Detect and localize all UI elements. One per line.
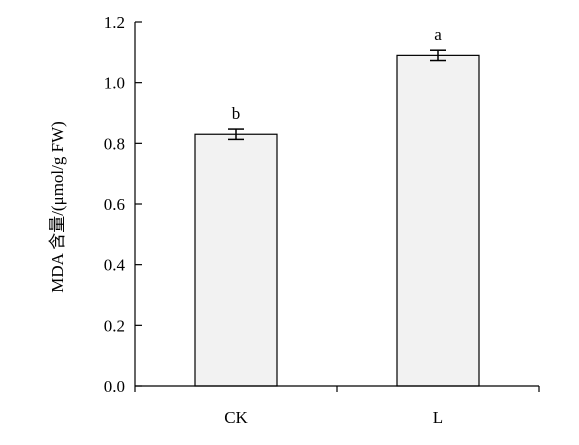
y-tick-label: 0.4	[104, 256, 126, 275]
significance-label-ck: b	[232, 104, 241, 123]
y-tick-label: 0.6	[104, 195, 125, 214]
y-tick-label: 1.0	[104, 74, 125, 93]
y-tick-label: 1.2	[104, 13, 125, 32]
y-tick-label: 0.2	[104, 316, 125, 335]
bar-l	[396, 54, 480, 387]
significance-label-l: a	[434, 25, 442, 44]
bar-ck	[194, 133, 278, 387]
x-category-label: L	[433, 408, 443, 427]
axes-layer: 0.0 0.2 0.4 0.6 0.8 1.0 1.2 CK L	[104, 13, 540, 427]
y-tick-label: 0.0	[104, 377, 125, 396]
y-tick-label: 0.8	[104, 134, 125, 153]
y-axis-title: MDA 含量/(μmol/g FW)	[48, 121, 67, 293]
bars-layer: ba	[194, 25, 480, 387]
x-category-label: CK	[224, 408, 248, 427]
